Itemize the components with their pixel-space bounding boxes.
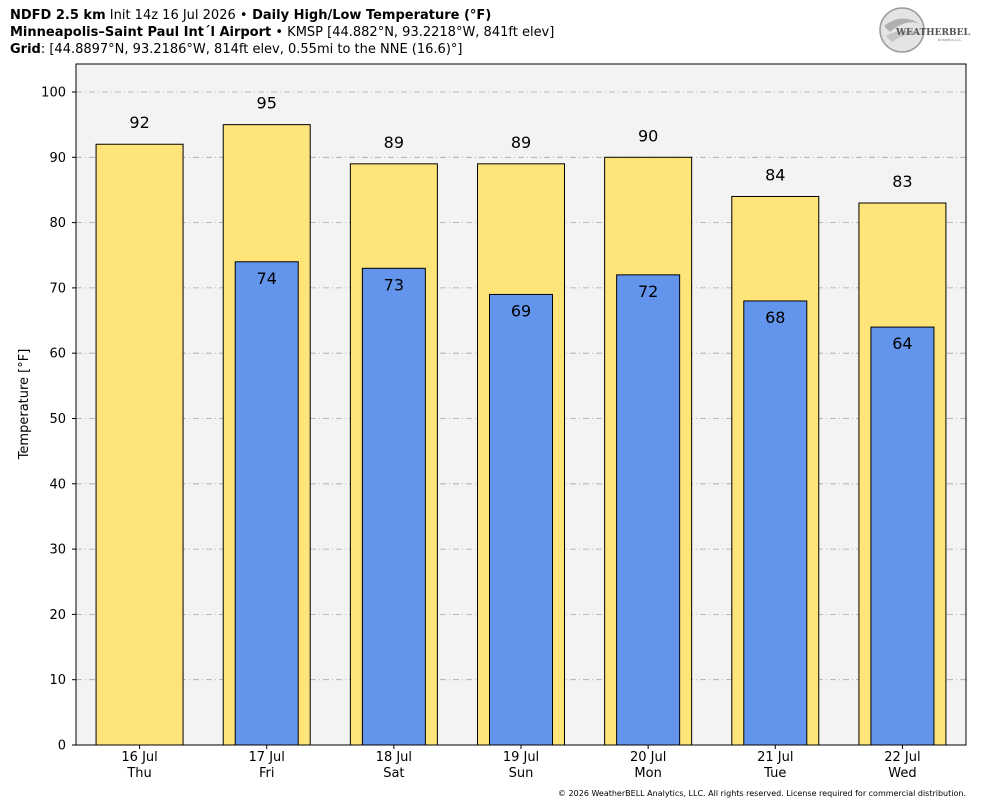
x-tick-date: 18 Jul [376, 750, 412, 765]
low-temp-label: 69 [511, 301, 531, 320]
x-tick-date: 19 Jul [503, 750, 539, 765]
y-axis-ticks: 0 10 20 30 40 50 60 70 80 90 100 [41, 86, 76, 754]
y-tick-label: 0 [58, 739, 66, 754]
y-tick-label: 40 [49, 477, 66, 492]
y-tick-label: 80 [49, 216, 66, 231]
y-axis-label: Temperature [°F] [17, 349, 32, 461]
x-tick-date: 20 Jul [630, 750, 666, 765]
x-tick-date: 17 Jul [249, 750, 285, 765]
bullet-separator-2: • [271, 25, 288, 40]
low-temp-bar [870, 326, 935, 746]
low-temp-bar [361, 267, 426, 746]
station-info: KMSP [44.882°N, 93.2218°W, 841ft elev] [287, 25, 555, 40]
x-tick-day: Thu [126, 766, 151, 781]
high-temp-label: 83 [892, 172, 912, 191]
x-tick-day: Tue [763, 766, 786, 781]
x-tick-day: Fri [259, 766, 275, 781]
high-temp-bar [95, 143, 184, 746]
grid-info: : [44.8897°N, 93.2186°W, 814ft elev, 0.5… [40, 42, 463, 57]
x-tick-day: Wed [888, 766, 916, 781]
low-temp-bar [489, 293, 553, 746]
station-name: Minneapolis–Saint Paul Int´l Airport [10, 25, 272, 40]
high-temp-label: 92 [129, 113, 149, 132]
logo-text: WEATHERBELL [895, 28, 970, 38]
y-tick-label: 50 [49, 412, 66, 427]
y-tick-label: 10 [49, 673, 66, 688]
y-tick-label: 20 [49, 608, 66, 623]
grid-label: Grid [10, 42, 41, 57]
high-temp-label: 89 [511, 133, 531, 152]
x-tick-day: Mon [634, 766, 661, 781]
x-tick-date: 22 Jul [884, 750, 920, 765]
copyright-notice: © 2026 WeatherBELL Analytics, LLC. All r… [558, 789, 966, 798]
logo-subtext: Analytics LLC [938, 38, 962, 42]
low-temp-label: 68 [765, 308, 785, 327]
x-tick-date: 16 Jul [121, 750, 157, 765]
chart-header: NDFD 2.5 km Init 14z 16 Jul 2026 • Daily… [10, 7, 554, 58]
y-tick-label: 100 [41, 86, 66, 101]
x-tick-day: Sun [509, 766, 534, 781]
chart-title: Daily High/Low Temperature (°F) [247, 8, 492, 23]
x-tick-date: 21 Jul [757, 750, 793, 765]
bullet-separator: • [239, 8, 248, 23]
header-line-2: Minneapolis–Saint Paul Int´l Airport • K… [10, 24, 554, 41]
bars: 92 95 74 89 73 89 69 90 72 84 68 83 64 [95, 94, 947, 746]
y-tick-label: 60 [49, 347, 66, 362]
low-temp-label: 72 [638, 282, 658, 301]
high-temp-label: 89 [384, 133, 404, 152]
high-temp-label: 84 [765, 165, 785, 184]
y-tick-label: 70 [49, 281, 66, 296]
header-line-1: NDFD 2.5 km Init 14z 16 Jul 2026 • Daily… [10, 7, 554, 24]
low-temp-label: 74 [257, 269, 277, 288]
low-temp-label: 73 [384, 275, 404, 294]
init-time: Init 14z 16 Jul 2026 [105, 8, 240, 23]
header-line-3: Grid: [44.8897°N, 93.2186°W, 814ft elev,… [10, 41, 554, 58]
low-temp-bar [616, 274, 681, 746]
y-tick-label: 90 [49, 151, 66, 166]
model-name: NDFD 2.5 km [10, 8, 106, 23]
y-tick-label: 30 [49, 543, 66, 558]
high-temp-label: 90 [638, 126, 658, 145]
low-temp-label: 64 [892, 334, 912, 353]
low-temp-bar [234, 261, 299, 746]
high-temp-label: 95 [257, 94, 277, 113]
low-temp-bar [743, 300, 808, 746]
x-tick-day: Sat [383, 766, 404, 781]
weatherbell-logo: WEATHERBELL Analytics LLC [879, 7, 970, 53]
